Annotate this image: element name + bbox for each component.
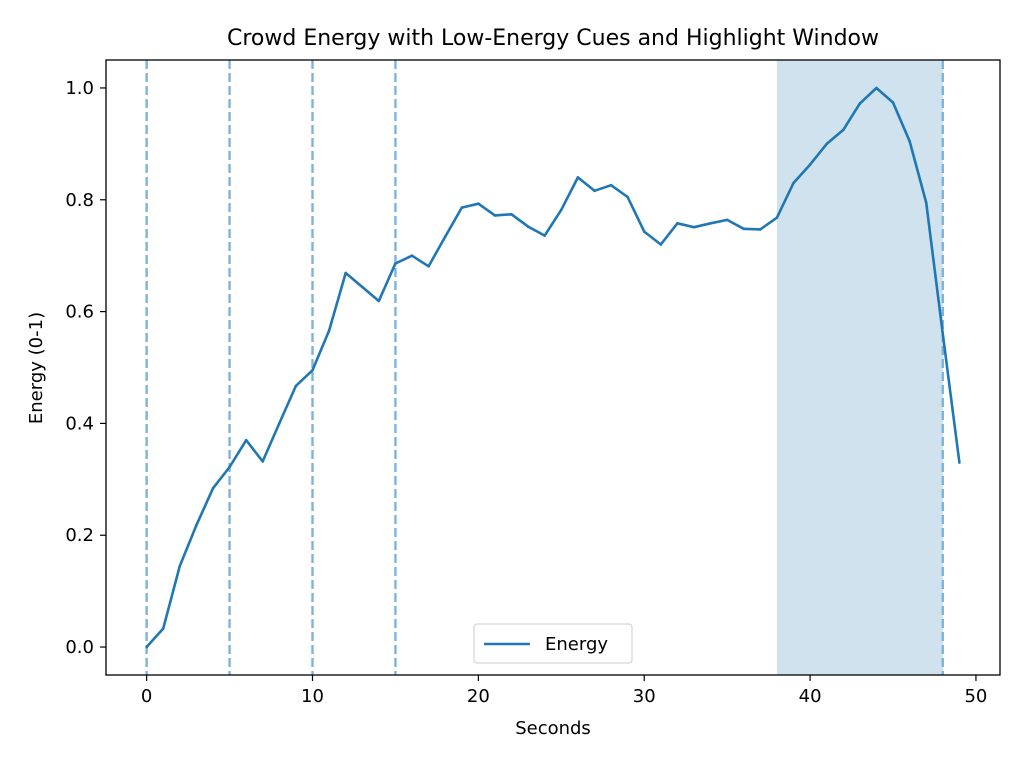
y-tick-label: 0.8 [65,190,94,211]
data-point [327,329,331,332]
data-point [443,235,447,238]
data-point [659,243,663,246]
y-tick-label: 0.4 [65,413,94,434]
data-point [742,227,746,231]
data-point [692,225,696,229]
data-point [510,213,513,216]
x-tick-label: 30 [633,686,656,707]
data-point [294,384,298,388]
data-point [493,214,497,217]
data-point [311,368,314,372]
x-tick-label: 50 [964,686,987,707]
data-point [593,189,596,193]
data-point [460,206,464,209]
legend-box [473,623,633,664]
y-tick-label: 0.0 [65,637,94,658]
data-point [642,230,646,233]
series-layer [145,86,961,649]
data-point [576,176,580,179]
data-point [941,332,945,336]
data-point [526,225,530,228]
data-point [709,221,712,225]
data-point [858,102,862,105]
x-axis-label: Seconds [515,718,591,739]
data-point [559,208,563,212]
data-point [958,461,961,464]
data-point [394,262,397,265]
data-point [676,221,679,225]
chart-title: Crowd Energy with Low-Energy Cues and Hi… [227,26,879,51]
data-point [725,218,729,222]
data-point [211,486,215,490]
data-point [377,299,381,303]
data-point [344,271,347,275]
data-point [609,183,613,187]
highlight-layer [776,60,943,675]
data-point [543,234,547,237]
data-point [410,254,414,257]
y-tick-label: 0.6 [65,302,94,323]
ticks-layer: 0 10 20 30 40 50 0.0 0.2 0.4 0.6 0.8 1.0 [65,78,987,707]
data-point [759,228,762,231]
data-point [161,627,165,630]
data-point [891,101,895,104]
data-point [244,438,248,442]
highlight-window [776,60,943,675]
x-tick-label: 0 [141,686,152,707]
data-point [808,163,812,166]
data-point [908,139,911,143]
legend-label: Energy [545,634,608,655]
x-tick-label: 20 [467,686,490,707]
legend: Energy [473,623,633,664]
data-point [228,465,231,469]
data-point [841,128,845,132]
x-tick-label: 40 [799,686,822,707]
data-point [145,645,148,649]
data-point [775,216,779,219]
data-point [924,201,928,204]
data-point [178,564,182,568]
data-point [427,265,430,268]
data-point [626,195,629,199]
data-point [477,202,480,205]
x-tick-label: 10 [301,686,324,707]
data-point [792,181,795,185]
data-point [195,523,198,527]
data-point [261,460,265,463]
data-point [278,422,281,425]
data-point [825,142,828,146]
data-point [360,285,364,289]
axes-layer [105,59,1001,676]
series-line-energy [145,86,961,648]
plot-frame [105,59,1001,676]
y-tick-label: 1.0 [65,78,94,99]
y-axis-label: Energy (0-1) [26,312,47,424]
y-tick-label: 0.2 [65,525,94,546]
data-point [875,86,878,90]
